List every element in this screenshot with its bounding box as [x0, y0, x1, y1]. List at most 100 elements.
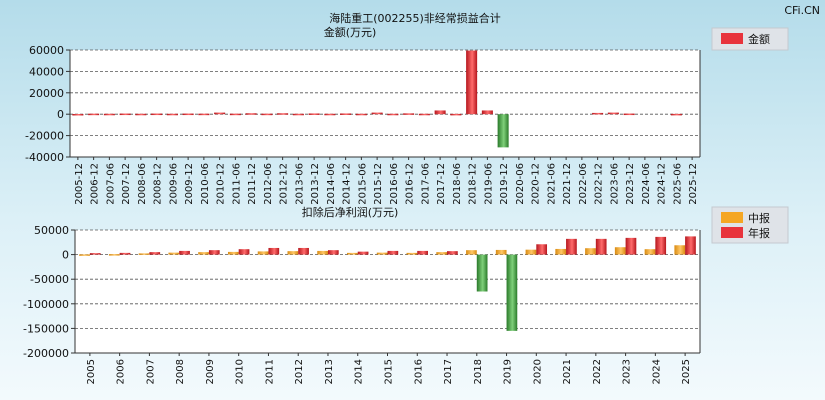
plot-area-1: [70, 50, 700, 157]
legend-swatch-amount: [721, 33, 743, 44]
bar-annual: [685, 236, 696, 255]
x-tick-label: 2011: [264, 359, 275, 384]
bar: [103, 113, 115, 116]
x-tick-label: 2013-12: [310, 163, 321, 205]
bar: [450, 113, 462, 116]
bar-interim: [614, 247, 626, 255]
y-tick-label: -200000: [23, 347, 69, 360]
x-tick-label: 2007-12: [121, 163, 132, 205]
chart1-title: 海陆重工(002255)非经常损益合计: [329, 11, 501, 25]
bar-annual: [89, 253, 101, 255]
x-tick-label: 2005: [86, 359, 97, 384]
bar: [151, 113, 163, 116]
x-tick-label: 2021: [562, 359, 573, 384]
bar: [324, 113, 336, 116]
x-tick-label: 2006-12: [90, 163, 101, 205]
bar-annual: [417, 250, 428, 255]
y-tick-label: 0: [62, 249, 69, 262]
legend-swatch-annual: [721, 227, 743, 238]
x-tick-label: 2024-06: [641, 163, 652, 205]
x-tick-label: 2007: [145, 359, 156, 384]
x-tick-label: 2009: [205, 359, 216, 384]
bar-annual: [655, 236, 667, 255]
legend-label-interim: 中报: [748, 211, 770, 225]
bar-interim: [406, 252, 418, 255]
bar-annual: [327, 250, 339, 255]
x-tick-label: 2012-06: [263, 163, 274, 205]
bar: [340, 113, 352, 115]
x-tick-label: 2016-06: [389, 163, 400, 205]
bar: [198, 113, 210, 116]
bar: [166, 113, 178, 116]
y-tick-label: 20000: [29, 87, 64, 100]
x-tick-label: 2006: [116, 359, 127, 384]
legend-label-amount: 金额: [748, 32, 770, 46]
bar-interim: [376, 252, 388, 255]
bar: [481, 110, 493, 115]
x-tick-label: 2011-12: [247, 163, 258, 205]
x-tick-label: 2024: [651, 359, 662, 384]
x-tick-label: 2017-12: [436, 163, 447, 205]
y-tick-label: 40000: [29, 65, 64, 78]
x-tick-label: 2020: [532, 359, 543, 384]
bar: [182, 113, 194, 116]
bar-annual: [476, 254, 488, 292]
x-tick-label: 2021-12: [562, 163, 573, 205]
x-tick-label: 2020-06: [515, 163, 526, 205]
x-tick-label: 2018-12: [468, 163, 479, 205]
x-tick-label: 2019: [503, 359, 514, 384]
y-tick-label: -100000: [23, 298, 69, 311]
x-tick-label: 2010: [235, 359, 246, 384]
bar-interim: [555, 248, 567, 255]
chart1-subtitle: 金额(万元): [324, 25, 377, 39]
y-tick-label: -40000: [25, 151, 64, 164]
y-tick-label: -20000: [25, 130, 64, 143]
x-tick-label: 2019-06: [483, 163, 494, 205]
x-tick-label: 2022: [592, 359, 603, 384]
x-tick-label: 2023-12: [625, 163, 636, 205]
bar-annual: [298, 247, 309, 255]
x-tick-label: 2009-06: [168, 163, 179, 205]
y-tick-label: 60000: [29, 44, 64, 57]
x-tick-label: 2015-12: [373, 163, 384, 205]
bar: [670, 113, 682, 116]
bar-annual: [268, 247, 280, 255]
bar-interim: [257, 251, 269, 255]
x-tick-label: 2018: [473, 359, 484, 384]
x-tick-label: 2015-06: [357, 163, 368, 205]
bar: [245, 113, 257, 115]
watermark: CFi.CN: [784, 4, 820, 17]
bar-interim: [674, 245, 686, 255]
bar-interim: [287, 251, 299, 255]
bar: [592, 112, 604, 115]
bar: [292, 113, 304, 116]
x-tick-label: 2024-12: [657, 163, 668, 205]
x-tick-label: 2008-12: [153, 163, 164, 205]
y-tick-label: -150000: [23, 322, 69, 335]
bar: [119, 113, 131, 116]
x-tick-label: 2020-12: [531, 163, 542, 205]
bar-annual: [595, 238, 607, 255]
x-tick-label: 2013-06: [294, 163, 305, 205]
x-tick-label: 2022-12: [594, 163, 605, 205]
bar-interim: [644, 249, 656, 255]
x-tick-label: 2013: [324, 359, 335, 384]
bar: [434, 110, 446, 115]
x-tick-label: 2017: [443, 359, 454, 384]
x-tick-label: 2019-12: [499, 163, 510, 205]
bar: [403, 113, 415, 115]
x-tick-label: 2009-12: [184, 163, 195, 205]
bar: [72, 113, 84, 116]
bar-annual: [447, 251, 458, 255]
bar: [466, 50, 478, 115]
x-tick-label: 2014-06: [326, 163, 337, 205]
x-tick-label: 2007-06: [105, 163, 116, 205]
x-tick-label: 2018-06: [452, 163, 463, 205]
x-tick-label: 2017-06: [420, 163, 431, 205]
bar-annual: [357, 251, 369, 255]
x-tick-label: 2025-12: [688, 163, 699, 205]
x-tick-label: 2025-06: [672, 163, 683, 205]
x-tick-label: 2014: [354, 359, 365, 384]
